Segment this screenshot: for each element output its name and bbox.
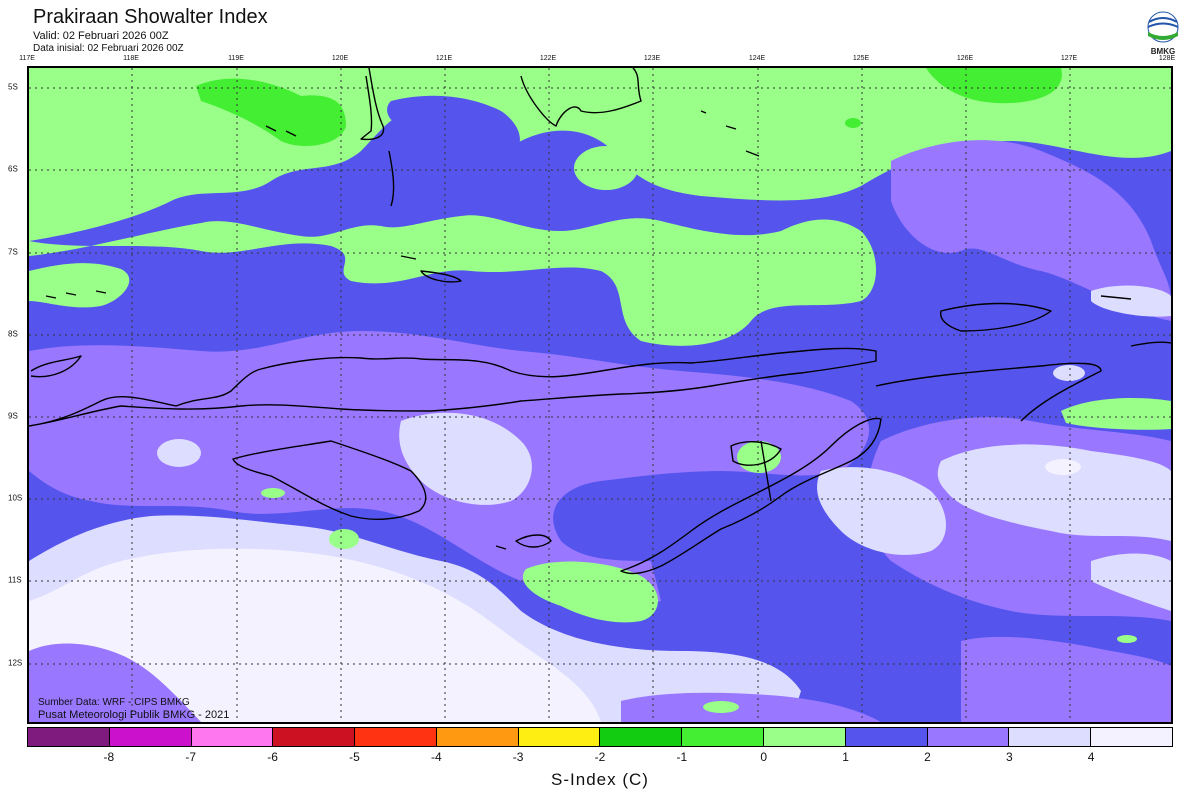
field-patch-pale	[1091, 285, 1171, 317]
colorbar-tick: 2	[924, 750, 931, 764]
field-patch-bright-green	[926, 68, 1062, 104]
lon-label: 126E	[956, 55, 974, 62]
publisher-credit: Pusat Meteorologi Publik BMKG - 2021	[38, 709, 230, 721]
lon-label: 120E	[331, 55, 349, 62]
field-patch-purple	[387, 95, 520, 153]
colorbar-tick: 0	[760, 750, 768, 764]
colorbar-segment	[1009, 728, 1092, 746]
field-band-lavender	[961, 636, 1171, 722]
lon-label: 125E	[852, 55, 870, 62]
lon-label: 127E	[1060, 55, 1078, 62]
colorbar-segment	[518, 728, 601, 746]
field-band-lavender	[891, 140, 1171, 321]
graticule	[29, 68, 1171, 722]
field-band-light-green	[29, 215, 876, 346]
field-patch-light-green	[522, 561, 658, 623]
colorbar-tick: 1	[842, 750, 849, 764]
colorbar-label: S-Index (C)	[551, 770, 649, 789]
lon-label: 118E	[123, 55, 139, 62]
colorbar-tick: -4	[430, 750, 442, 764]
field-patch-pale	[157, 439, 201, 467]
colorbar-segment	[682, 728, 765, 746]
field-patch-pale	[1053, 365, 1085, 381]
lon-label: 123E	[643, 55, 661, 62]
field-patch-pale	[937, 444, 1171, 541]
colorbar-segment	[273, 728, 356, 746]
colorbar-segment	[1091, 728, 1172, 746]
lat-label: 9S	[8, 411, 18, 421]
colorbar-segment	[764, 728, 846, 746]
field-band-light-green	[29, 263, 130, 308]
lat-label: 10S	[8, 493, 23, 503]
lat-label: 8S	[8, 329, 18, 339]
field-patch-light-green	[1061, 398, 1171, 430]
field-patch-light-green	[703, 701, 739, 713]
colorbar-tick: 4	[1087, 750, 1095, 764]
colorbar-segment	[109, 728, 192, 746]
field-band-pale	[1091, 553, 1171, 611]
field-patch-pale	[399, 412, 532, 505]
field-band-lavender	[29, 643, 201, 722]
field-patch-bright-green	[196, 78, 346, 146]
showalter-index-map	[27, 66, 1173, 724]
colorbar-tick: -1	[676, 750, 688, 764]
colorbar-segment	[436, 728, 519, 746]
lon-label: 128E	[1158, 55, 1176, 62]
map-title: Prakiraan Showalter Index	[33, 6, 268, 28]
colorbar-tick: -2	[594, 750, 606, 764]
colorbar-segment	[355, 728, 437, 746]
data-source-credit: Sumber Data: WRF - CIPS BMKG	[38, 697, 190, 708]
field-patch-whitish	[1045, 459, 1081, 475]
field-patch-bright-green	[845, 118, 861, 128]
colorbar-tick: 3	[1005, 750, 1013, 764]
lon-label: 124E	[748, 55, 766, 62]
lat-label: 6S	[8, 164, 18, 174]
lat-label: 12S	[8, 658, 23, 668]
colorbar-segment	[600, 728, 683, 746]
lat-label: 7S	[8, 247, 18, 257]
colorbar-segment	[845, 728, 928, 746]
field-patch-light-green	[329, 529, 359, 549]
colorbar-segment	[191, 728, 274, 746]
field-patch-light-green	[1117, 635, 1137, 643]
colorbar-tick: -3	[512, 750, 524, 764]
svg-text:BMKG: BMKG	[1151, 47, 1175, 56]
lon-label: 117E	[19, 55, 35, 62]
lat-label: 11S	[8, 575, 22, 585]
initial-data-time: Data inisial: 02 Februari 2026 00Z	[33, 43, 184, 54]
colorbar	[27, 727, 1173, 747]
lat-label: 5S	[8, 82, 18, 92]
lon-label: 119E	[228, 55, 244, 62]
lon-label: 122E	[539, 55, 557, 62]
field-patch-light-green	[574, 146, 638, 190]
field-band-whitish	[29, 548, 601, 722]
colorbar-tick: -5	[349, 750, 360, 764]
valid-time: Valid: 02 Februari 2026 00Z	[33, 30, 169, 42]
colorbar-tick: -6	[267, 750, 278, 764]
field-patch-light-green	[261, 488, 285, 498]
lon-label: 121E	[435, 55, 453, 62]
bmkg-logo: BMKG	[1145, 10, 1181, 58]
colorbar-segment	[927, 728, 1010, 746]
field-patch-pale	[817, 467, 946, 555]
coastlines	[29, 68, 1171, 575]
field-band-lavender	[621, 692, 881, 722]
colorbar-tick: -8	[103, 750, 115, 764]
colorbar-tick: -7	[185, 750, 197, 764]
colorbar-segment	[28, 728, 110, 746]
